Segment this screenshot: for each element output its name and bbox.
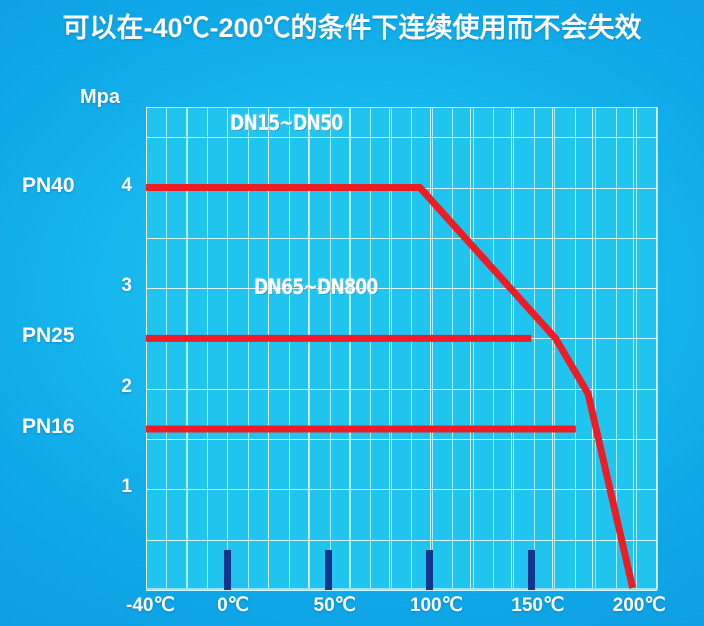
gridline-vertical (391, 107, 392, 590)
x-tick-label: 100℃ (409, 595, 463, 616)
x-tick-label: 200℃ (612, 595, 666, 616)
gridline-horizontal (146, 540, 657, 541)
temperature-marker (325, 550, 332, 590)
gridline-vertical (452, 107, 453, 590)
x-tick-label: 0℃ (217, 595, 250, 616)
gridline-vertical (554, 107, 555, 590)
gridline-vertical-major (470, 107, 471, 590)
gridline-vertical (166, 107, 167, 590)
gridline-vertical (534, 107, 535, 590)
gridline-horizontal (146, 489, 657, 490)
gridline-vertical-major (511, 107, 512, 590)
pressure-rating-label: PN25 (22, 324, 75, 348)
gridline-horizontal (146, 238, 657, 239)
gridline-horizontal (146, 389, 657, 390)
gridline-vertical (207, 107, 208, 590)
gridline-vertical (493, 107, 494, 590)
temperature-marker (223, 550, 231, 590)
gridline-vertical-major (633, 107, 634, 590)
plot-border-bottom (146, 588, 657, 590)
gridline-vertical (186, 107, 187, 590)
plot-border-left (146, 107, 147, 590)
gridline-horizontal (146, 288, 657, 289)
y-tick-label: 2 (121, 375, 132, 397)
gridline-vertical-major (430, 107, 431, 590)
gridline-vertical-major (227, 107, 228, 590)
gridline-vertical (513, 107, 514, 590)
temperature-marker-layer (146, 107, 657, 590)
series-label-lower: DN65~DN800 (254, 275, 378, 299)
x-tick-label: -40℃ (126, 595, 175, 616)
y-tick-label: 3 (121, 275, 132, 297)
pressure-rating-label: PN16 (22, 415, 75, 438)
gridline-vertical-major (592, 107, 593, 590)
y-tick-label: 4 (121, 174, 132, 196)
gridline-vertical-major (389, 107, 390, 590)
gridline-horizontal (146, 439, 657, 440)
gridline-vertical-major (349, 107, 350, 590)
y-axis-unit-label: Mpa (80, 86, 120, 108)
gridline-vertical-major (308, 107, 309, 590)
gridline-vertical (616, 107, 617, 590)
x-tick-label: 150℃ (511, 595, 565, 616)
gridline-vertical (330, 107, 331, 590)
gridline-vertical (473, 107, 474, 590)
gridline-vertical (289, 107, 290, 590)
gridline-vertical (309, 107, 310, 590)
gridline-vertical-major (187, 107, 188, 590)
gridline-vertical (575, 107, 576, 590)
gridline-vertical (370, 107, 371, 590)
temperature-marker (527, 550, 535, 590)
series-layer (146, 184, 637, 589)
pressure-rating-label: PN40 (22, 173, 75, 197)
gridline-vertical (595, 107, 596, 590)
gridline-vertical (636, 107, 637, 590)
series-line (146, 184, 637, 589)
gridline-vertical (248, 107, 249, 590)
gridline-vertical-major (552, 107, 553, 590)
temperature-marker (426, 550, 434, 590)
gridline-horizontal (146, 590, 657, 591)
x-tick-label: 50℃ (313, 595, 356, 616)
gridline-vertical-major (268, 107, 269, 590)
plot-border-right (656, 107, 657, 590)
gridline-vertical (432, 107, 433, 590)
gridline-vertical (350, 107, 351, 590)
y-tick-label: 1 (121, 476, 132, 498)
plot-area: DN15~DN50 DN65~DN800 (146, 107, 658, 591)
gridline-vertical (411, 107, 412, 590)
page-title: 可以在-40℃-200℃的条件下连续使用而不会失效 (62, 13, 642, 43)
gridline-horizontal (146, 137, 657, 138)
plot-border-top (146, 107, 657, 108)
gridline-vertical (657, 107, 658, 590)
series-label-upper: DN15~DN50 (230, 111, 343, 135)
